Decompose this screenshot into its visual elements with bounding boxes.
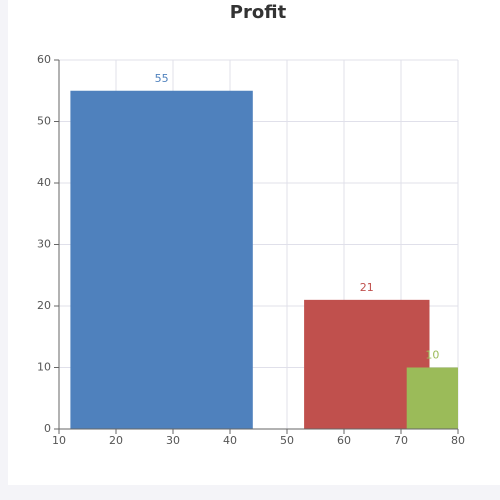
y-tick-label: 30 [37, 238, 51, 251]
x-tick-label: 10 [52, 434, 66, 447]
x-tick-label: 20 [109, 434, 123, 447]
data-label: 21 [360, 281, 374, 294]
x-tick-label: 70 [394, 434, 408, 447]
x-tick-label: 50 [280, 434, 294, 447]
x-tick-label: 30 [166, 434, 180, 447]
y-tick-label: 10 [37, 361, 51, 374]
bar [70, 90, 253, 429]
data-label: 55 [155, 72, 169, 85]
bar [406, 367, 458, 429]
y-tick-label: 50 [37, 115, 51, 128]
chart-title: Profit [230, 2, 287, 23]
y-tick-label: 60 [37, 53, 51, 66]
y-tick-label: 20 [37, 299, 51, 312]
x-tick-label: 80 [451, 434, 465, 447]
data-label: 10 [425, 349, 439, 362]
y-tick-label: 40 [37, 176, 51, 189]
x-tick-label: 40 [223, 434, 237, 447]
y-tick-label: 0 [44, 422, 51, 435]
x-tick-label: 60 [337, 434, 351, 447]
